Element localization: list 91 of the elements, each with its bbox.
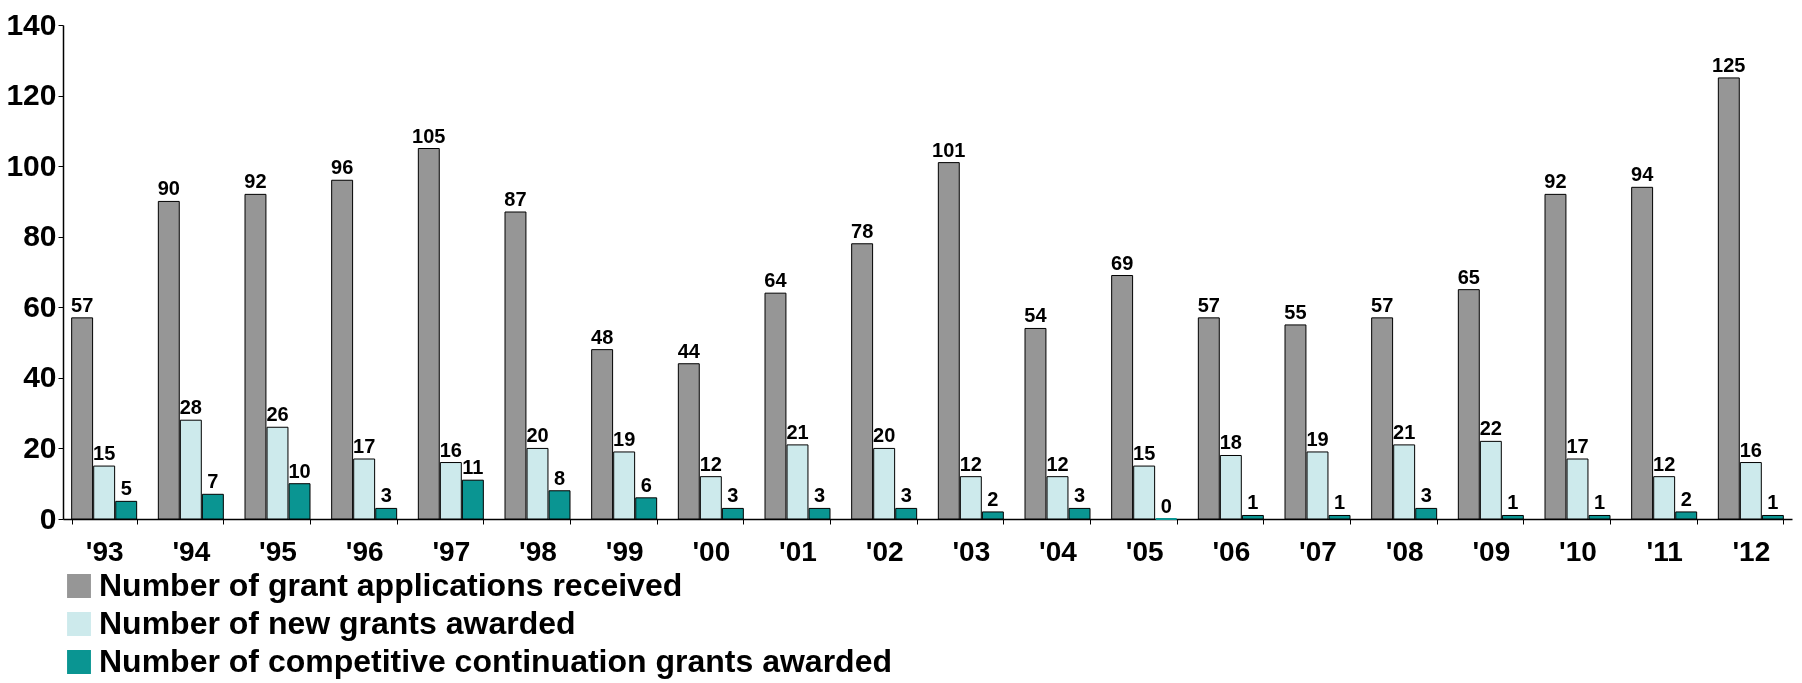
data-label: 65: [1457, 265, 1480, 288]
data-label: 6: [640, 473, 652, 496]
x-tick-label: '11: [1646, 535, 1683, 567]
data-label: 21: [1393, 420, 1416, 443]
y-tick-label: 20: [23, 430, 57, 464]
data-label: 92: [1544, 170, 1567, 193]
x-tick-label: '07: [1299, 535, 1337, 567]
data-label: 48: [591, 325, 614, 348]
data-label: 19: [613, 427, 636, 450]
x-tick-label: '03: [952, 535, 991, 567]
data-label: 1: [1507, 491, 1519, 514]
y-tick-label: 60: [23, 289, 57, 323]
data-label: 20: [873, 424, 896, 447]
data-label: 44: [677, 339, 701, 362]
y-tick-label: 40: [23, 360, 57, 394]
data-label: 12: [1046, 452, 1069, 475]
data-label: 90: [157, 177, 180, 200]
data-label: 105: [412, 124, 446, 147]
data-label: 16: [1739, 438, 1762, 461]
data-label: 21: [786, 420, 809, 443]
data-label: 10: [288, 459, 311, 482]
legend-label: Number of grant applications received: [99, 567, 683, 603]
data-label: 20: [526, 424, 549, 447]
data-label: 17: [353, 435, 376, 458]
data-label: 3: [1420, 484, 1432, 507]
data-label: 7: [207, 470, 219, 493]
data-label: 54: [1024, 304, 1048, 327]
data-label: 57: [1197, 293, 1220, 316]
data-label: 87: [504, 188, 527, 211]
data-label: 12: [959, 452, 982, 475]
data-label: 19: [1306, 427, 1329, 450]
x-tick-label: '05: [1125, 535, 1164, 567]
x-tick-label: '98: [519, 535, 557, 567]
data-label: 3: [1073, 484, 1086, 507]
data-label: 11: [462, 456, 484, 479]
y-tick-label: 80: [23, 219, 57, 253]
data-label: 78: [851, 219, 874, 242]
x-tick-label: '04: [1039, 535, 1078, 567]
x-tick-label: '01: [779, 535, 817, 567]
data-label: 101: [932, 138, 966, 161]
x-tick-label: '97: [432, 535, 471, 567]
data-label: 3: [813, 484, 826, 507]
data-label: 1: [1333, 491, 1346, 514]
data-label: 12: [699, 452, 722, 475]
data-label: 8: [553, 466, 566, 489]
y-tick-label: 0: [39, 501, 57, 535]
data-label: 64: [764, 269, 788, 292]
x-tick-label: '96: [345, 535, 384, 567]
x-tick-label: '94: [172, 535, 211, 567]
x-tick-label: '99: [605, 535, 644, 567]
data-label: 15: [1133, 442, 1156, 465]
x-tick-label: '09: [1472, 535, 1511, 567]
y-tick-label: 120: [6, 78, 57, 112]
data-label: 17: [1566, 435, 1589, 458]
y-tick-label: 140: [6, 7, 57, 41]
x-tick-label: '95: [259, 535, 297, 567]
legend-label: Number of competitive continuation grants awarded: [99, 643, 892, 679]
data-label: 12: [1653, 452, 1676, 475]
y-tick-label: 100: [6, 148, 57, 182]
data-label: 1: [1593, 491, 1606, 514]
data-label: 125: [1712, 53, 1746, 76]
data-label: 18: [1219, 431, 1242, 454]
data-label: 69: [1111, 251, 1134, 274]
data-label: 96: [331, 156, 354, 179]
x-tick-label: '93: [85, 535, 124, 567]
x-tick-label: '00: [692, 535, 731, 567]
data-label: 3: [727, 484, 739, 507]
data-label: 0: [1160, 495, 1172, 517]
data-label: 26: [266, 403, 289, 426]
data-label: 15: [93, 442, 116, 465]
data-label: 92: [244, 170, 267, 193]
data-label: 2: [1680, 487, 1692, 510]
x-tick-label: '06: [1212, 535, 1251, 567]
data-label: 22: [1479, 417, 1502, 440]
x-tick-label: '12: [1732, 535, 1771, 567]
data-label: 5: [120, 477, 132, 500]
data-label: 1: [1247, 491, 1259, 514]
data-label: 57: [1371, 293, 1394, 316]
data-label: 28: [179, 396, 202, 419]
data-label: 57: [71, 293, 94, 316]
data-label: 16: [439, 438, 462, 461]
data-label: 94: [1631, 163, 1655, 186]
data-label: 2: [987, 487, 999, 510]
x-tick-label: '10: [1559, 535, 1597, 567]
x-tick-label: '02: [865, 535, 904, 567]
data-label: 3: [380, 484, 392, 507]
legend-label: Number of new grants awarded: [99, 605, 576, 641]
data-label: 1: [1767, 491, 1779, 514]
x-tick-label: '08: [1385, 535, 1424, 567]
data-label: 3: [900, 484, 912, 507]
data-label: 55: [1284, 300, 1307, 323]
